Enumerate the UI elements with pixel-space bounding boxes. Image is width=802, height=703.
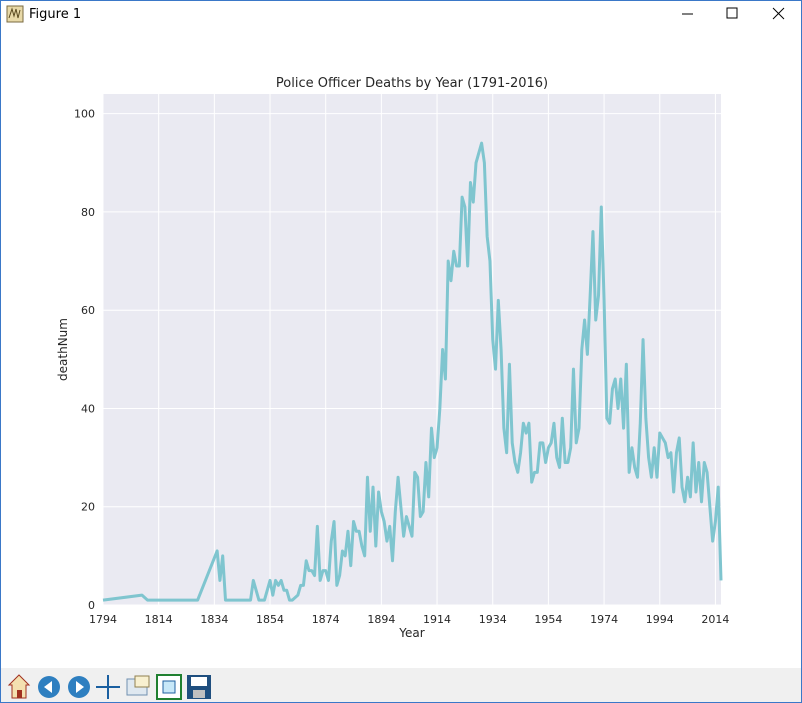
x-tick-label: 1934 xyxy=(479,613,507,626)
window-title: Figure 1 xyxy=(29,7,81,22)
zoom-button[interactable] xyxy=(126,675,150,696)
maximize-button[interactable] xyxy=(726,7,738,19)
plot: 0 20 40 60 80 100 1794 1814 1834 1854 1874 1894 1914… xyxy=(56,76,729,640)
x-tick-label: 1834 xyxy=(200,613,228,626)
back-button[interactable] xyxy=(38,676,60,698)
y-axis-label: deathNum xyxy=(56,318,70,381)
x-tick-label: 1894 xyxy=(367,613,395,626)
toolbar xyxy=(1,668,801,702)
x-tick-label: 1974 xyxy=(590,613,618,626)
x-tick-label: 2014 xyxy=(701,613,729,626)
y-tick-label: 20 xyxy=(81,501,95,514)
app-icon-glyph xyxy=(8,7,21,19)
forward-button[interactable] xyxy=(68,676,90,698)
x-tick-label: 1994 xyxy=(646,613,674,626)
data-line xyxy=(102,141,723,602)
x-tick-label: 1854 xyxy=(256,613,284,626)
x-axis-label: Year xyxy=(398,626,424,640)
chart-title: Police Officer Deaths by Year (1791-2016… xyxy=(276,76,548,91)
save-button[interactable] xyxy=(187,675,211,699)
x-tick-label: 1954 xyxy=(534,613,562,626)
y-tick-label: 0 xyxy=(88,599,95,612)
subplots-button[interactable] xyxy=(156,674,182,700)
pan-button[interactable] xyxy=(96,675,120,699)
y-tick-label: 40 xyxy=(81,402,95,415)
x-tick-label: 1814 xyxy=(145,613,173,626)
x-tick-label: 1874 xyxy=(312,613,340,626)
home-button[interactable] xyxy=(7,674,31,699)
close-button[interactable] xyxy=(772,7,785,20)
y-tick-label: 100 xyxy=(74,108,95,121)
x-tick-label: 1914 xyxy=(423,613,451,626)
y-tick-label: 80 xyxy=(81,206,95,219)
y-tick-label: 60 xyxy=(81,304,95,317)
x-tick-label: 1794 xyxy=(89,613,117,626)
